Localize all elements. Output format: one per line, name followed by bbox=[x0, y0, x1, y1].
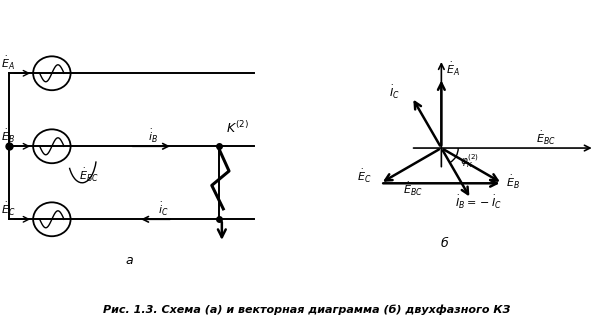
Text: $\dot{E}_C$: $\dot{E}_C$ bbox=[1, 201, 16, 218]
Text: $\dot{I}_B = -\dot{I}_C$: $\dot{I}_B = -\dot{I}_C$ bbox=[455, 194, 503, 211]
Text: $\dot{E}_{BC}$: $\dot{E}_{BC}$ bbox=[536, 130, 556, 147]
Text: $\dot{I}_C$: $\dot{I}_C$ bbox=[389, 84, 400, 101]
Text: $\dot{E}_B$: $\dot{E}_B$ bbox=[1, 128, 15, 145]
Text: $\dot{E}_A$: $\dot{E}_A$ bbox=[1, 55, 15, 72]
Text: б: б bbox=[441, 237, 448, 250]
Text: $K^{(2)}$: $K^{(2)}$ bbox=[226, 120, 249, 136]
Text: $\varphi_K^{(2)}$: $\varphi_K^{(2)}$ bbox=[460, 152, 479, 170]
Text: $\dot{E}_{BC}$: $\dot{E}_{BC}$ bbox=[79, 167, 99, 184]
Text: $\dot{E}_A$: $\dot{E}_A$ bbox=[446, 61, 460, 78]
Text: $\dot{E}_{BC}$: $\dot{E}_{BC}$ bbox=[403, 181, 423, 198]
Text: Рис. 1.3. Схема (а) и векторная диаграмма (б) двухфазного КЗ: Рис. 1.3. Схема (а) и векторная диаграмм… bbox=[103, 304, 510, 315]
Text: $\dot{E}_C$: $\dot{E}_C$ bbox=[357, 168, 371, 185]
Text: а: а bbox=[126, 254, 134, 266]
Text: $\dot{E}_B$: $\dot{E}_B$ bbox=[506, 174, 520, 191]
Text: $\dot{i}_B$: $\dot{i}_B$ bbox=[148, 128, 158, 145]
Text: $\dot{i}_C$: $\dot{i}_C$ bbox=[158, 201, 169, 218]
